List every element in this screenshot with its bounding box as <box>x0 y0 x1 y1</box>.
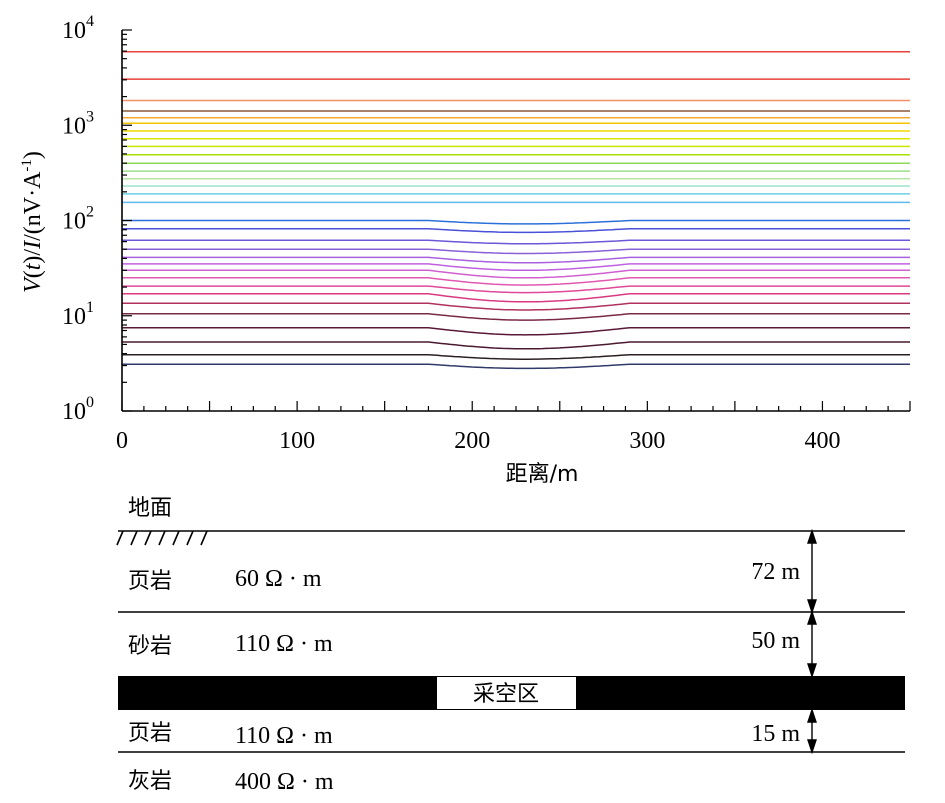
ground-hatch-icon <box>116 530 208 546</box>
x-tick-label: 200 <box>454 428 490 454</box>
thickness-label-1: 72 m <box>751 559 800 585</box>
series-line-32 <box>122 363 910 370</box>
x-tick-label: 100 <box>279 428 315 454</box>
layer-2-rock: 砂岩 <box>128 634 172 659</box>
y-tick-label: 102 <box>62 204 94 235</box>
series-group <box>122 51 910 370</box>
series-line-24 <box>122 277 910 286</box>
layer-1-rock: 页岩 <box>128 569 172 594</box>
y-tick-labels: 100 101 102 103 104 <box>62 13 94 425</box>
series-line-26 <box>122 293 910 303</box>
x-axis-label: 距离/m <box>506 462 579 487</box>
thickness-label-3: 15 m <box>751 721 800 747</box>
series-line-30 <box>122 341 910 350</box>
thickness-arrow-3 <box>807 707 817 755</box>
y-tick-label: 100 <box>62 394 94 425</box>
y-axis-label: V(t)/I/(nV·A-1) <box>19 151 46 293</box>
x-tick-label: 300 <box>629 428 665 454</box>
series-line-31 <box>122 353 910 360</box>
layer-2-resistivity: 110 Ω · m <box>235 631 333 657</box>
y-tick-label: 104 <box>62 13 94 44</box>
thickness-arrow-1 <box>807 528 817 615</box>
thickness-arrow-2 <box>807 609 817 679</box>
series-line-29 <box>122 326 910 336</box>
layer-4-resistivity: 110 Ω · m <box>235 723 333 749</box>
x-tick-labels: 0 100 200 300 400 <box>116 428 840 454</box>
goaf-label: 采空区 <box>473 682 539 707</box>
series-line-20 <box>122 248 910 255</box>
x-tick-label: 0 <box>116 428 128 454</box>
decay-curve-chart: 100 101 102 103 104 0 100 200 300 400 距离/m V(t)/… <box>19 13 911 487</box>
series-line-23 <box>122 269 910 279</box>
goaf-box <box>437 677 576 709</box>
y-tick-label: 101 <box>62 299 94 330</box>
series-line-22 <box>122 263 910 272</box>
series-line-28 <box>122 312 910 321</box>
series-line-25 <box>122 285 910 294</box>
x-tick-label: 400 <box>804 428 840 454</box>
series-line-18 <box>122 227 910 234</box>
layer-5-rock: 灰岩 <box>128 769 172 794</box>
ticks-group <box>121 29 911 412</box>
series-line-17 <box>122 219 910 225</box>
ground-label: 地面 <box>128 496 172 521</box>
thickness-label-2: 50 m <box>751 628 800 654</box>
layer-5-resistivity: 400 Ω · m <box>235 769 334 795</box>
series-line-21 <box>122 256 910 264</box>
series-line-27 <box>122 302 910 311</box>
series-line-19 <box>122 239 910 245</box>
layer-4-rock: 页岩 <box>128 721 172 746</box>
geological-section: 地面 采空区 页岩 60 Ω · m 砂岩 110 Ω · m 260 Ω · … <box>116 496 905 795</box>
layer-3-resistivity: 260 Ω · m <box>235 681 334 707</box>
y-tick-label: 103 <box>62 108 94 139</box>
layer-1-resistivity: 60 Ω · m <box>235 566 322 592</box>
